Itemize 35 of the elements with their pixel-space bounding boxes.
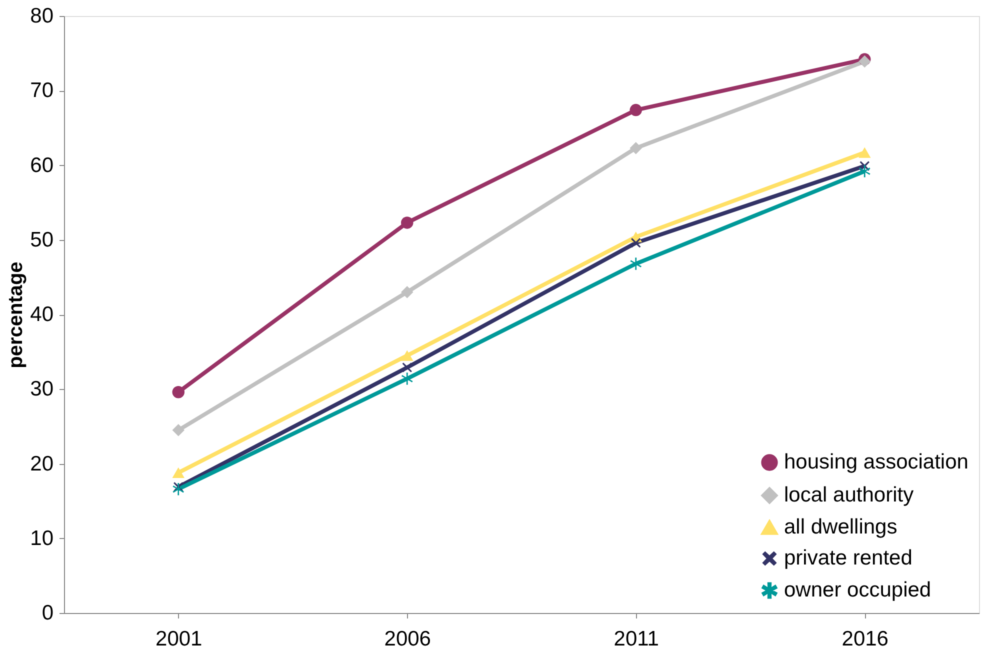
point xyxy=(630,258,642,270)
x-tick-label: 2006 xyxy=(384,628,431,650)
y-tick-label: 30 xyxy=(30,378,54,401)
y-tick-label: 40 xyxy=(30,303,54,326)
y-tick-label: 0 xyxy=(42,602,54,624)
x-tick-label: 2016 xyxy=(842,628,888,650)
y-tick-label: 80 xyxy=(30,4,54,28)
point xyxy=(172,483,184,496)
point xyxy=(172,424,184,436)
y-tick-label: 10 xyxy=(30,526,54,550)
y-axis-title: percentage xyxy=(5,262,28,368)
legend-label: owner occupied xyxy=(784,578,932,602)
point xyxy=(858,165,870,178)
legend-label: local authority xyxy=(784,484,914,506)
point xyxy=(631,238,641,248)
x-tick-label: 2011 xyxy=(614,628,659,650)
legend-label: private rented xyxy=(784,546,912,570)
point xyxy=(630,104,642,116)
point xyxy=(401,372,413,385)
point xyxy=(401,350,414,361)
legend-label: all dwellings xyxy=(784,516,898,538)
point xyxy=(172,467,184,478)
y-tick-label: 20 xyxy=(30,452,54,476)
y-tick-label: 70 xyxy=(30,79,54,102)
point xyxy=(401,286,414,298)
legend-label: housing association xyxy=(784,450,968,474)
x-tick-label: 2001 xyxy=(156,628,202,650)
point xyxy=(858,55,871,68)
point xyxy=(402,362,412,372)
point xyxy=(172,386,184,398)
y-tick-label: 50 xyxy=(30,228,54,252)
point xyxy=(401,216,414,229)
y-tick-label: 60 xyxy=(30,154,54,177)
point xyxy=(630,142,642,154)
point xyxy=(858,147,871,158)
